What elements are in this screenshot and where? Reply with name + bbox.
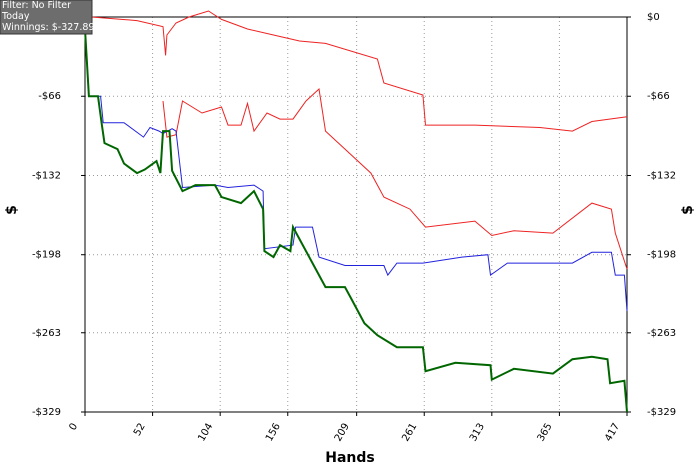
- info-text: Winnings: $-327.89: [2, 22, 94, 33]
- y2-tick-label: $0: [647, 12, 660, 23]
- y-axis-label: $: [4, 205, 20, 215]
- y-tick-label: -$132: [32, 170, 61, 181]
- plot-frame: [84, 16, 628, 413]
- y-tick-label: -$329: [32, 407, 61, 418]
- y2-tick-label: -$329: [647, 407, 676, 418]
- line-series: [84, 28, 628, 312]
- info-text: Today: [1, 11, 30, 22]
- info-text: Filter: No Filter: [2, 0, 71, 11]
- line-series: [84, 28, 628, 413]
- x-tick-label: 313: [468, 422, 487, 444]
- x-tick-label: 104: [196, 422, 215, 444]
- y-tick-label: -$66: [38, 91, 61, 102]
- y2-tick-label: -$66: [647, 91, 670, 102]
- y-tick-label: -$198: [32, 250, 61, 261]
- x-tick-label: 417: [603, 422, 622, 444]
- y2-tick-label: -$132: [647, 170, 676, 181]
- y2-tick-label: -$198: [647, 250, 676, 261]
- x-tick-label: 261: [400, 422, 419, 444]
- y2-tick-label: -$263: [647, 328, 676, 339]
- x-tick-label: 52: [132, 422, 148, 439]
- y-tick-label: -$263: [32, 328, 61, 339]
- y2-axis-label: $: [680, 205, 696, 215]
- line-series: [85, 10, 628, 132]
- x-tick-label: 209: [333, 422, 352, 444]
- x-axis-label: Hands: [325, 450, 375, 466]
- line-series: [162, 87, 628, 270]
- x-tick-label: 0: [67, 422, 80, 433]
- info-box-bg: [0, 0, 93, 35]
- x-tick-label: 365: [536, 422, 555, 444]
- x-tick-label: 156: [264, 422, 283, 444]
